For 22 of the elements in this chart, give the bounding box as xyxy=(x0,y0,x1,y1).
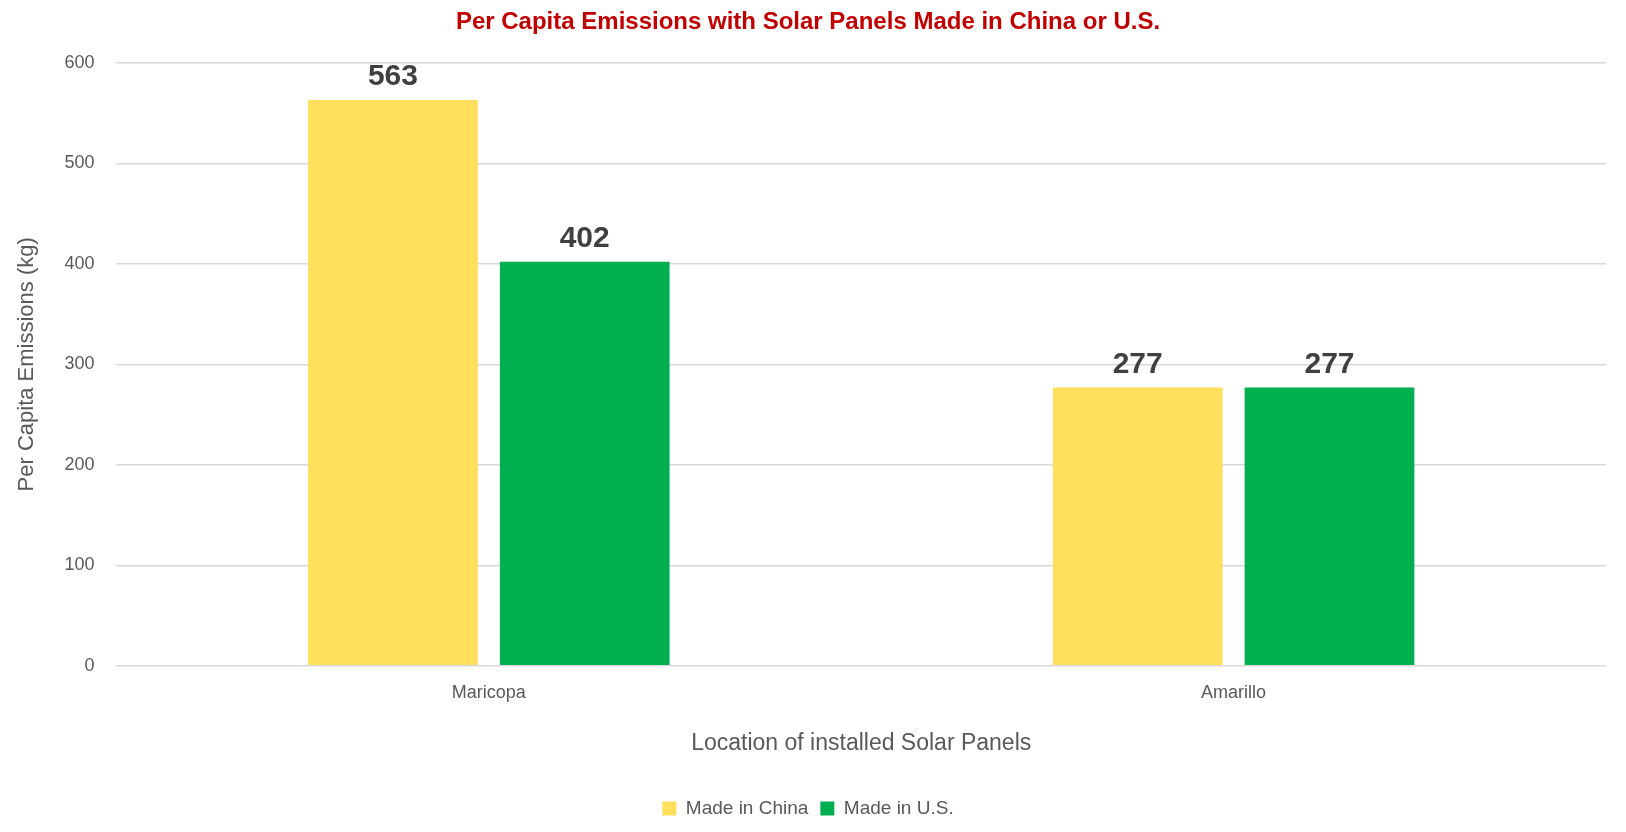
legend-label: Made in U.S. xyxy=(843,796,954,818)
data-label: 563 xyxy=(367,58,418,92)
chart-title: Per Capita Emissions with Solar Panels Made in China or U.S. xyxy=(455,7,1161,35)
y-tick-label: 600 xyxy=(64,51,95,72)
bar xyxy=(1244,387,1415,666)
y-tick-label: 200 xyxy=(64,453,95,474)
y-tick-label: 100 xyxy=(64,554,95,575)
y-tick-label: 500 xyxy=(64,152,95,173)
data-label: 277 xyxy=(1112,345,1163,379)
y-tick-label: 400 xyxy=(64,252,95,273)
bar xyxy=(1052,387,1223,666)
data-label: 277 xyxy=(1304,345,1355,379)
legend-label: Made in China xyxy=(685,796,809,818)
bar xyxy=(499,261,670,666)
y-tick-label: 0 xyxy=(84,654,95,675)
y-tick-label: 300 xyxy=(64,353,95,374)
x-axis-title: Location of installed Solar Panels xyxy=(691,728,1032,755)
y-axis-title: Per Capita Emissions (kg) xyxy=(13,237,39,492)
x-tick-label: Amarillo xyxy=(1201,681,1267,702)
data-label: 402 xyxy=(559,220,610,254)
x-tick-label: Maricopa xyxy=(451,681,527,702)
bar xyxy=(308,99,478,666)
